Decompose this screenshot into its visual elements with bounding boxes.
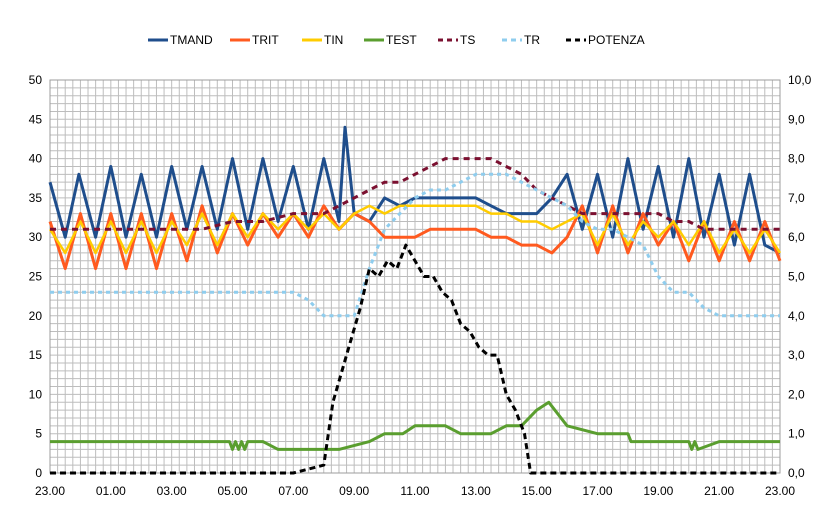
tick-labels: 0 5 10 15 20 25 30 35 40 45 50 0,0 1,0 2,0 3,0 4,0 5,0 6,… <box>29 73 812 498</box>
y-left-tick-label: 50 <box>29 73 43 87</box>
legend-label-trit: TRIT <box>252 33 279 47</box>
x-tick-label: 05.00 <box>217 484 247 498</box>
y-left-tick-label: 30 <box>29 230 43 244</box>
x-tick-label: 17.00 <box>582 484 612 498</box>
series-line-tin <box>48 204 782 255</box>
legend-label-tmand: TMAND <box>170 33 213 47</box>
series-line-test <box>50 400 780 451</box>
grid <box>49 79 781 474</box>
x-tick-label: 15.00 <box>522 484 552 498</box>
x-tick-label: 13.00 <box>461 484 491 498</box>
x-tick-label: 03.00 <box>157 484 187 498</box>
x-tick-label: 23.00 <box>35 484 65 498</box>
series-line-trit <box>48 204 782 271</box>
y-right-tick-label: 3,0 <box>788 348 805 362</box>
x-tick-label: 01.00 <box>96 484 126 498</box>
y-right-tick-label: 0,0 <box>788 466 805 480</box>
series-line-potenza <box>50 243 780 475</box>
y-left-tick-label: 5 <box>35 427 42 441</box>
x-tick-label: 21.00 <box>704 484 734 498</box>
y-right-tick-label: 7,0 <box>788 191 805 205</box>
legend-label-tin: TIN <box>324 33 343 47</box>
x-tick-label: 23.00 <box>765 484 795 498</box>
series-group <box>48 125 782 475</box>
legend-label-tr: TR <box>524 33 540 47</box>
y-left-tick-label: 25 <box>29 270 43 284</box>
legend-label-potenza: POTENZA <box>588 33 645 47</box>
x-tick-label: 19.00 <box>643 484 673 498</box>
y-right-tick-label: 4,0 <box>788 309 805 323</box>
legend: TMAND TRIT TIN TEST TS TR POTENZA <box>148 33 645 47</box>
y-left-tick-label: 15 <box>29 348 43 362</box>
x-tick-label: 09.00 <box>339 484 369 498</box>
series-line-ts <box>50 157 780 231</box>
y-left-tick-label: 20 <box>29 309 43 323</box>
y-left-tick-label: 10 <box>29 387 43 401</box>
y-left-tick-label: 0 <box>35 466 42 480</box>
plot-frame <box>49 79 781 474</box>
y-right-tick-label: 8,0 <box>788 152 805 166</box>
y-right-tick-label: 1,0 <box>788 427 805 441</box>
y-left-tick-label: 35 <box>29 191 43 205</box>
y-left-tick-label: 45 <box>29 112 43 126</box>
series-line-tmand <box>48 125 781 255</box>
y-right-tick-label: 9,0 <box>788 112 805 126</box>
axes <box>49 79 781 474</box>
x-tick-label: 11.00 <box>400 484 429 498</box>
legend-label-test: TEST <box>386 33 417 47</box>
y-right-tick-label: 10,0 <box>788 73 812 87</box>
series-line-tr <box>50 172 780 318</box>
y-right-tick-label: 5,0 <box>788 270 805 284</box>
y-left-tick-label: 40 <box>29 152 43 166</box>
y-right-tick-label: 2,0 <box>788 387 805 401</box>
legend-label-ts: TS <box>460 33 475 47</box>
x-tick-label: 07.00 <box>278 484 308 498</box>
y-right-tick-label: 6,0 <box>788 230 805 244</box>
